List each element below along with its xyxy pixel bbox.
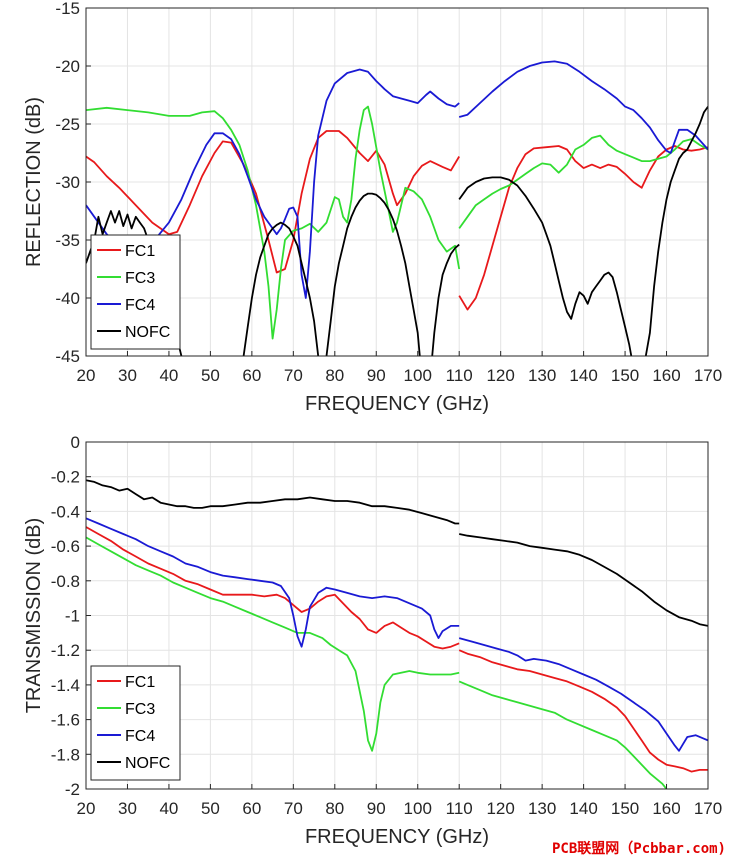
y-tick-label: -1 (65, 607, 80, 626)
x-tick-label: 130 (528, 366, 556, 385)
series-lines (86, 60, 708, 356)
x-tick-label: 60 (242, 366, 261, 385)
x-tick-label: 40 (159, 366, 178, 385)
reflection-chart: 20 30 40 50 60 70 80 90 100 110 120 130 140 150 160 170… (23, 0, 722, 415)
y-tick-label: -15 (55, 0, 80, 18)
x-tick-label: 20 (77, 366, 96, 385)
series-line-fc3 (86, 105, 461, 340)
series-line-fc3 (86, 536, 460, 752)
transmission-chart: 20 30 40 50 60 70 80 90 100 110 120 130 140 150 160 170… (23, 433, 722, 848)
x-tick-label: 160 (652, 366, 680, 385)
x-tick-label: 170 (694, 366, 722, 385)
y-axis-title: REFLECTION (dB) (23, 97, 45, 267)
x-tick-label: 50 (201, 366, 220, 385)
y-tick-label: -0.8 (51, 572, 80, 591)
y-axis-title: TRANSMISSION (dB) (23, 518, 45, 714)
y-tick-label: -40 (55, 289, 80, 308)
x-tick-label: 20 (77, 799, 96, 818)
x-tick-label: 90 (367, 366, 386, 385)
legend: FC1 FC3 FC4 NOFC (90, 234, 181, 350)
series-line-fc1 (458, 649, 708, 773)
legend-label-fc4: FC4 (125, 728, 155, 745)
legend-label-fc1: FC1 (125, 243, 155, 260)
legend: FC1 FC3 FC4 NOFC (90, 665, 181, 781)
y-tick-label: -1.6 (51, 711, 80, 730)
x-tick-label: 70 (284, 366, 303, 385)
series-line-nofc (458, 176, 633, 356)
legend-label-fc1: FC1 (125, 674, 155, 691)
y-tick-label: -35 (55, 231, 80, 250)
x-tick-label: 150 (611, 366, 639, 385)
legend-label-fc4: FC4 (125, 297, 155, 314)
legend-label-fc3: FC3 (125, 270, 155, 287)
x-tick-label: 100 (404, 799, 432, 818)
series-line-fc4 (458, 637, 708, 752)
series-line-nofc (431, 243, 460, 356)
series-line-fc3 (458, 134, 708, 229)
y-tick-label: -1.8 (51, 745, 80, 764)
y-tick-label: -25 (55, 115, 80, 134)
series-lines (86, 479, 708, 789)
series-line-nofc (325, 192, 421, 356)
x-tick-label: 100 (404, 366, 432, 385)
series-line-fc3 (458, 680, 668, 789)
y-tick-label: -30 (55, 173, 80, 192)
x-tick-label: 110 (446, 366, 473, 385)
x-tick-label: 120 (486, 799, 514, 818)
series-line-fc1 (86, 526, 460, 650)
watermark-text: PCB联盟网（Pcbbar.com) (552, 841, 726, 857)
y-tick-label: -1.2 (51, 641, 80, 660)
x-tick-label: 140 (569, 366, 597, 385)
x-tick-label: 80 (325, 366, 344, 385)
x-tick-label: 140 (569, 799, 597, 818)
y-tick-label: -1.4 (51, 676, 80, 695)
x-tick-label: 90 (367, 799, 386, 818)
x-tick-label: 50 (201, 799, 220, 818)
y-tick-label: -0.6 (51, 537, 80, 556)
x-tick-label: 120 (486, 366, 514, 385)
y-tick-label: -0.4 (51, 502, 80, 521)
x-tick-label: 30 (118, 799, 137, 818)
x-tick-label: 150 (611, 799, 639, 818)
x-tick-label: 70 (284, 799, 303, 818)
series-line-nofc (242, 221, 320, 356)
y-tick-label: -45 (55, 347, 80, 366)
y-tick-label: 0 (71, 433, 80, 452)
series-line-fc1 (458, 145, 708, 311)
legend-label-nofc: NOFC (125, 324, 170, 341)
y-tick-label: -2 (65, 780, 80, 799)
x-tick-label: 160 (652, 799, 680, 818)
x-axis-title: FREQUENCY (GHz) (305, 826, 489, 848)
y-tick-label: -0.2 (51, 468, 80, 487)
legend-label-nofc: NOFC (125, 755, 170, 772)
x-tick-label: 170 (694, 799, 722, 818)
series-line-nofc (644, 106, 708, 356)
x-tick-label: 80 (325, 799, 344, 818)
x-axis-title: FREQUENCY (GHz) (305, 393, 489, 415)
series-line-nofc (86, 479, 460, 525)
x-tick-label: 40 (159, 799, 178, 818)
x-tick-label: 30 (118, 366, 137, 385)
x-tick-label: 130 (528, 799, 556, 818)
series-line-nofc (459, 533, 708, 627)
series-line-fc4 (86, 68, 460, 299)
x-tick-label: 110 (446, 799, 473, 818)
x-tick-label: 60 (242, 799, 261, 818)
grid (85, 7, 709, 357)
series-line-fc4 (458, 60, 708, 154)
y-tick-label: -20 (55, 57, 80, 76)
series-line-fc4 (86, 517, 460, 648)
legend-label-fc3: FC3 (125, 701, 155, 718)
